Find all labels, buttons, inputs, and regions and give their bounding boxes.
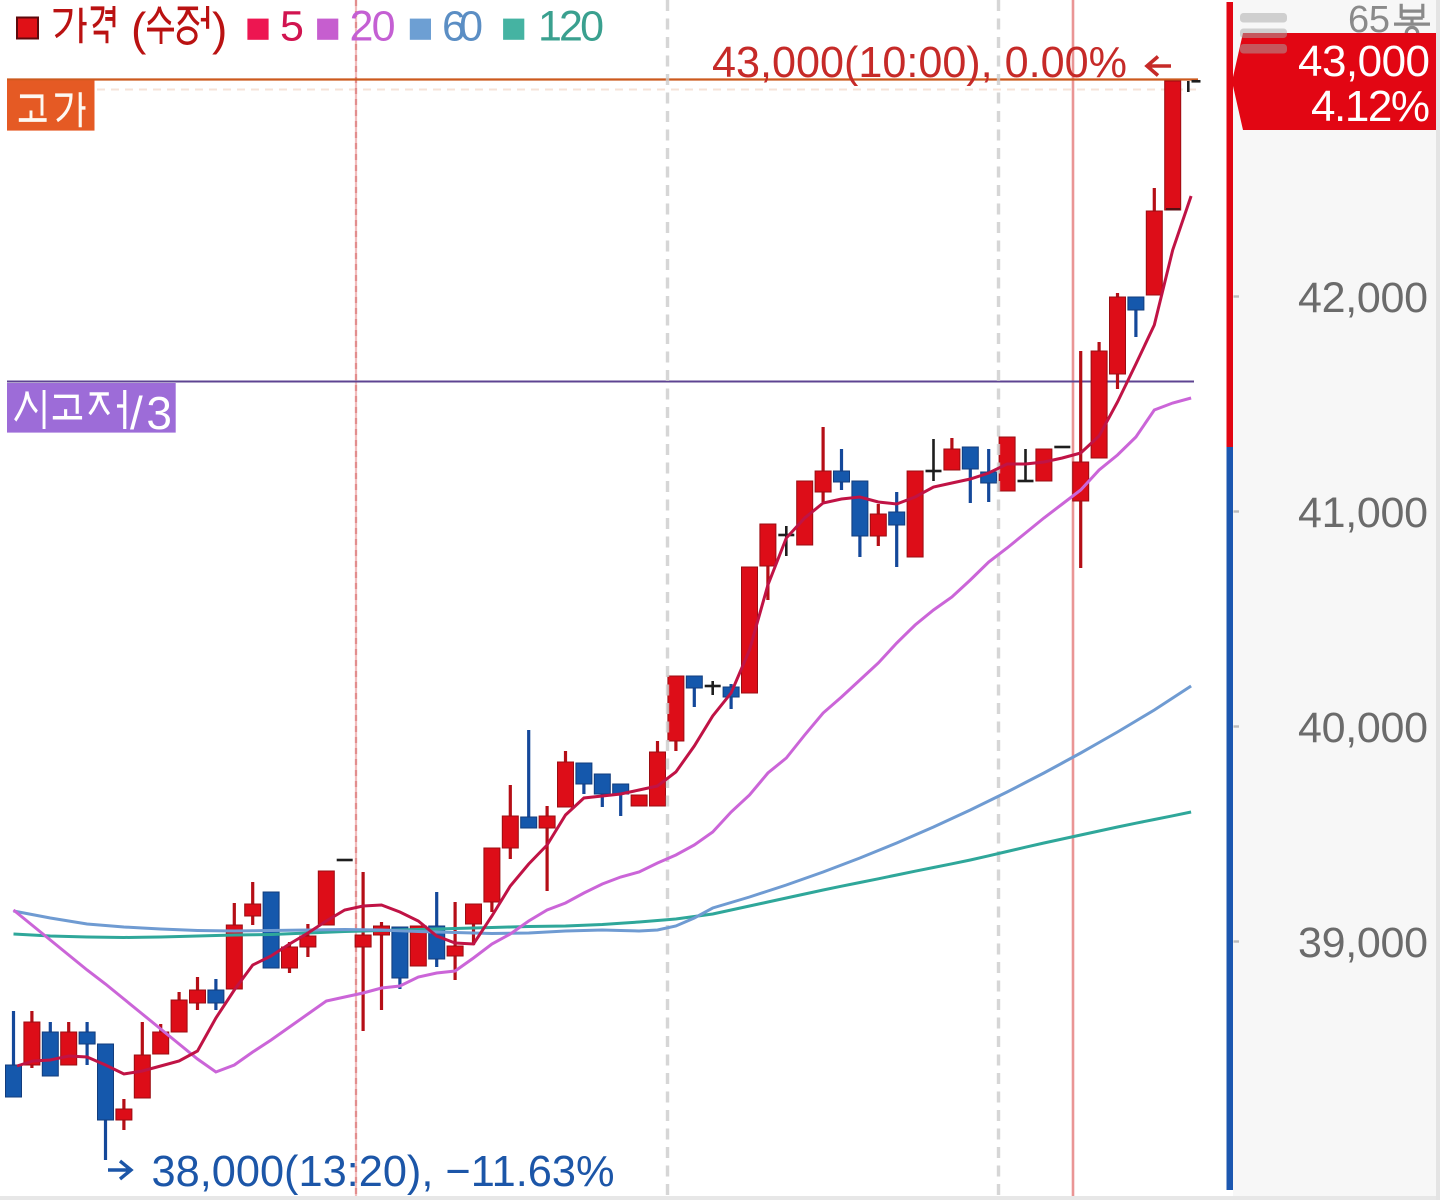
svg-text:120: 120 [538,3,604,51]
svg-text:38,000(13:20), −11.63%: 38,000(13:20), −11.63% [152,1147,615,1196]
svg-text:41,000: 41,000 [1298,489,1428,537]
svg-text:4.12%: 4.12% [1311,82,1430,131]
svg-text:60: 60 [442,3,483,51]
svg-text:43,000: 43,000 [1298,37,1430,86]
svg-text:20: 20 [350,3,396,51]
svg-text:/3: /3 [130,387,172,439]
svg-text:40,000: 40,000 [1298,704,1428,752]
svg-text:42,000: 42,000 [1298,274,1428,322]
svg-text:5: 5 [280,3,304,51]
svg-text:(: ( [131,3,147,55]
svg-text:39,000: 39,000 [1298,919,1428,967]
svg-text:43,000(10:00), 0.00%: 43,000(10:00), 0.00% [712,38,1127,87]
svg-text:): ) [212,3,227,55]
